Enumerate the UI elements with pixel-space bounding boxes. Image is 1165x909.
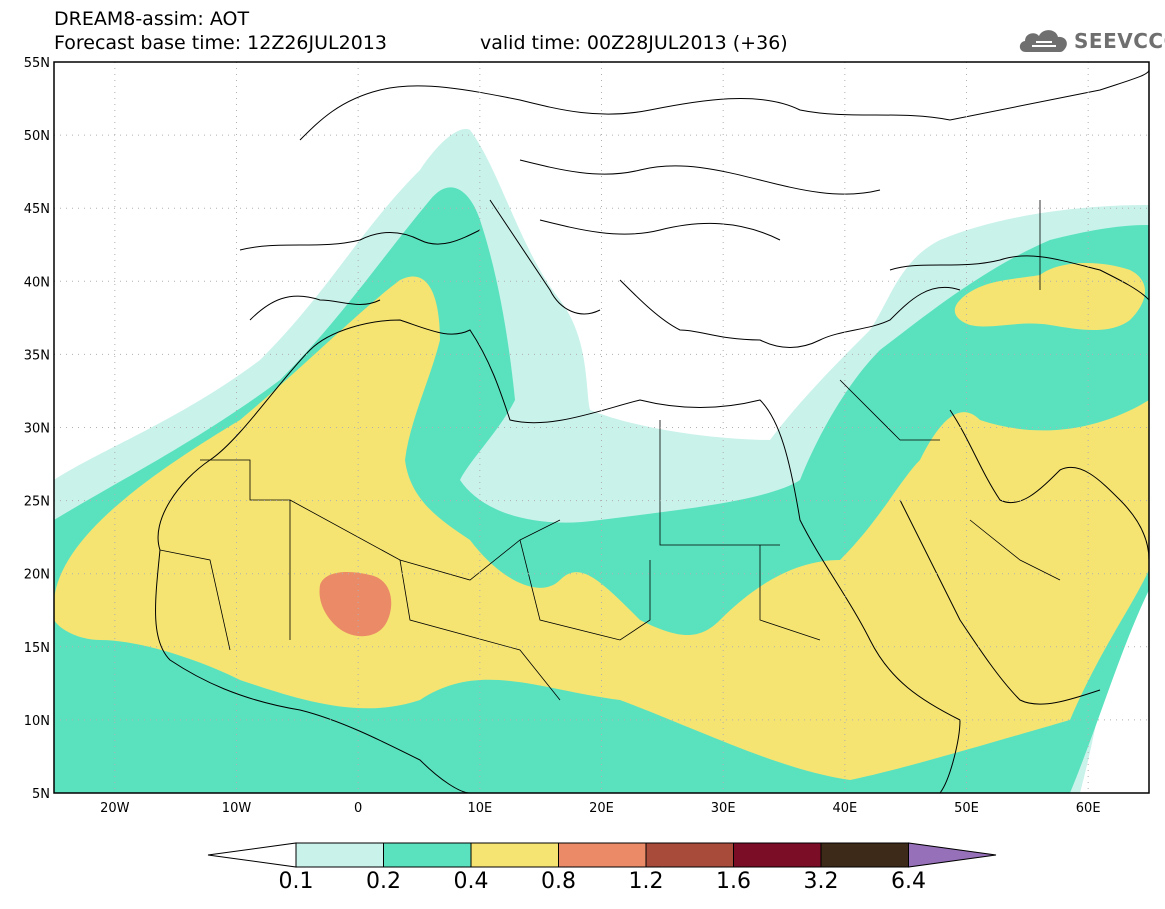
political-borders (159, 200, 1061, 701)
colorbar-segment (733, 842, 822, 868)
coastlines (155, 69, 1149, 793)
longitude-tick-label: 20W (100, 801, 130, 816)
colorbar-under-arrow (207, 842, 297, 868)
longitude-tick-label: 10E (467, 801, 492, 816)
colorbar-over-arrow (908, 842, 997, 868)
longitude-tick-label: 10W (222, 801, 252, 816)
colorbar-segment (645, 842, 734, 868)
latitude-tick-label: 25N (24, 495, 50, 510)
latitude-tick-label: 55N (24, 56, 50, 71)
latitude-tick-label: 10N (24, 714, 50, 729)
forecast-base-time: Forecast base time: 12Z26JUL2013 (54, 32, 387, 54)
aot-contours (54, 129, 1149, 793)
longitude-tick-label: 50E (954, 801, 979, 816)
longitude-tick-label: 30E (711, 801, 736, 816)
latitude-tick-label: 50N (24, 129, 50, 144)
colorbar-segment (470, 842, 559, 868)
latitude-labels: 55N 50N 45N 40N 35N 30N 25N 20N 15N 10N 5N (24, 56, 50, 802)
colorbar (207, 842, 997, 868)
map-title: DREAM8-assim: AOT (54, 8, 250, 30)
valid-time: valid time: 00Z28JUL2013 (+36) (480, 32, 788, 54)
colorbar-level-label: 3.2 (803, 869, 839, 894)
latitude-tick-label: 35N (24, 348, 50, 363)
latitude-tick-label: 20N (24, 568, 50, 583)
latitude-tick-label: 45N (24, 202, 50, 217)
latitude-tick-label: 40N (24, 275, 50, 290)
longitude-tick-label: 60E (1076, 801, 1101, 816)
colorbar-segment (820, 842, 909, 868)
aot-level-0.4-east (954, 263, 1145, 330)
colorbar-level-label: 1.2 (628, 869, 664, 894)
longitude-labels: 20W 10W 0 10E 20E 30E 40E 50E 60E (100, 801, 1100, 816)
colorbar-segment (383, 842, 472, 868)
latitude-tick-label: 15N (24, 641, 50, 656)
latitude-tick-label: 30N (24, 422, 50, 437)
colorbar-segment (558, 842, 647, 868)
longitude-tick-label: 40E (832, 801, 857, 816)
aot-level-0.8 (319, 572, 392, 637)
latitude-tick-label: 5N (32, 787, 50, 802)
logo-text: SEEVCCC (1074, 29, 1165, 53)
aot-level-0.4 (54, 276, 1149, 780)
seevccc-logo: SEEVCCC (1016, 24, 1165, 56)
colorbar-level-label: 0.1 (278, 869, 314, 894)
colorbar-level-label: 6.4 (891, 869, 926, 894)
colorbar-level-label: 0.8 (541, 869, 576, 894)
longitude-tick-label: 0 (354, 801, 362, 816)
colorbar-segment (295, 842, 384, 868)
colorbar-level-label: 1.6 (716, 869, 751, 894)
longitude-tick-label: 20E (589, 801, 614, 816)
colorbar-level-label: 0.2 (366, 869, 401, 894)
cloud-icon (1019, 30, 1067, 52)
map-frame (53, 61, 1150, 794)
colorbar-level-label: 0.4 (453, 869, 489, 894)
